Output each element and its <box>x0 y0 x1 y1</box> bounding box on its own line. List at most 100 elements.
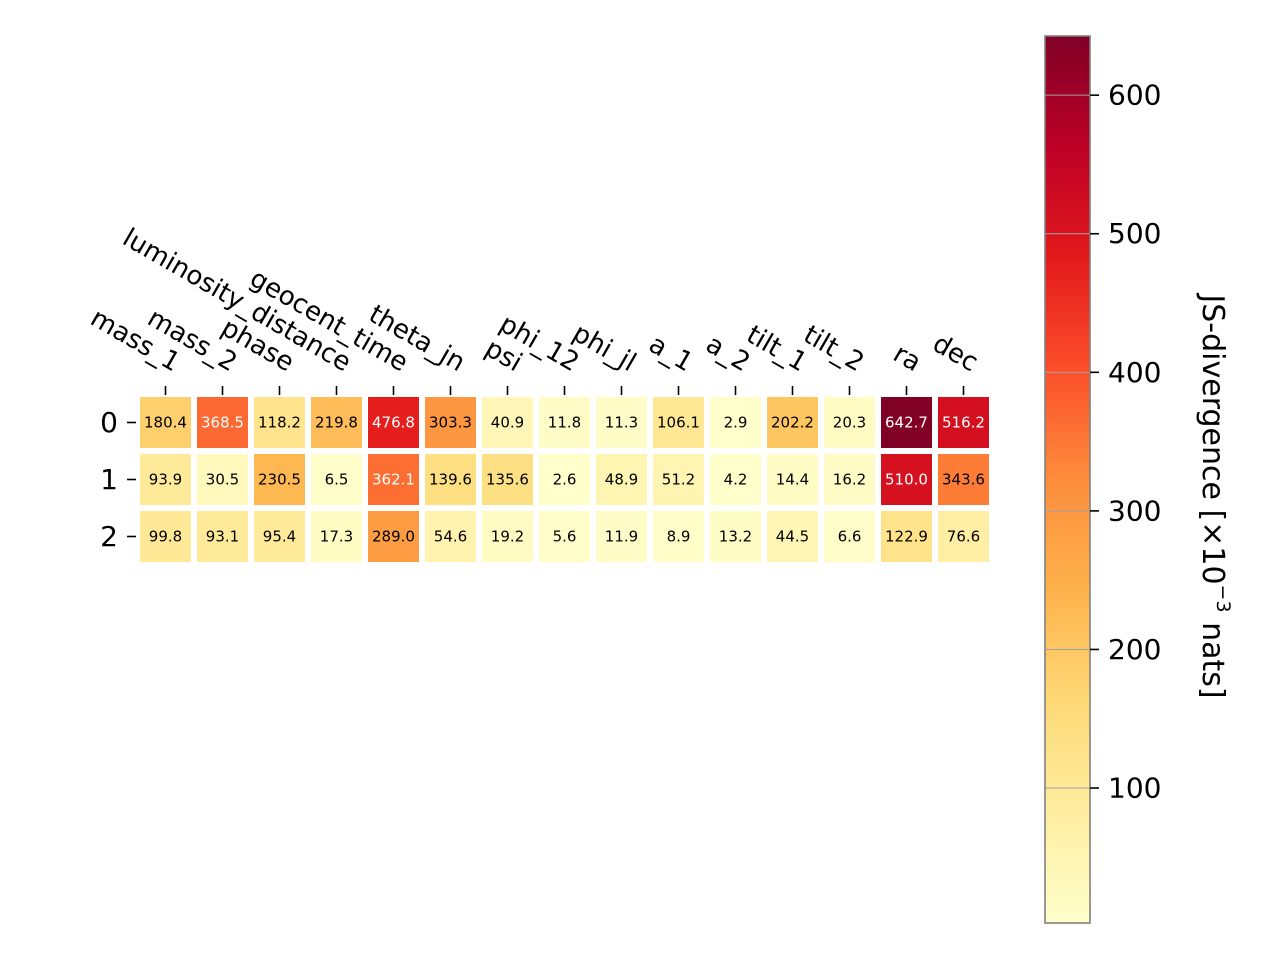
cell-value-label: 54.6 <box>434 528 467 546</box>
cell-value-label: 642.7 <box>885 414 928 432</box>
heatmap-cell <box>824 397 875 448</box>
column-label: a_1 <box>644 329 698 378</box>
cell-value-label: 476.8 <box>372 414 415 432</box>
cell-value-label: 11.8 <box>548 414 581 432</box>
heatmap-cell <box>311 454 362 505</box>
heatmap-cell <box>596 397 647 448</box>
heatmap-cell <box>938 397 989 448</box>
heatmap-cell <box>824 511 875 562</box>
cell-value-label: 93.1 <box>206 528 239 546</box>
colorbar-label-suffix: nats] <box>1196 613 1231 699</box>
heatmap-cell <box>140 454 191 505</box>
heatmap-cell <box>368 454 419 505</box>
cell-value-label: 4.2 <box>724 471 748 489</box>
heatmap-cell <box>425 511 476 562</box>
row-label: 2 <box>100 520 118 553</box>
cell-value-label: 51.2 <box>662 471 695 489</box>
column-label: ra <box>888 339 926 378</box>
heatmap-cell <box>197 511 248 562</box>
colorbar-tick-label: 200 <box>1108 633 1161 666</box>
cell-value-label: 135.6 <box>486 471 529 489</box>
heatmap-cell <box>596 454 647 505</box>
heatmap-cell <box>140 397 191 448</box>
cell-value-label: 11.9 <box>605 528 638 546</box>
cell-value-label: 219.8 <box>315 414 358 432</box>
heatmap-cell <box>767 454 818 505</box>
cell-value-label: 5.6 <box>553 528 577 546</box>
cell-value-label: 230.5 <box>258 471 301 489</box>
cell-value-label: 20.3 <box>833 414 866 432</box>
cell-value-label: 14.4 <box>776 471 809 489</box>
cell-value-label: 19.2 <box>491 528 524 546</box>
cell-value-label: 11.3 <box>605 414 638 432</box>
cell-value-label: 40.9 <box>491 414 524 432</box>
heatmap-cell <box>881 397 932 448</box>
heatmap-cell <box>824 454 875 505</box>
cell-value-label: 122.9 <box>885 528 928 546</box>
cell-value-label: 30.5 <box>206 471 239 489</box>
cell-value-label: 13.2 <box>719 528 752 546</box>
heatmap-cell <box>368 511 419 562</box>
heatmap-cells: 180.4 368.5 118.2 219.8 476.8 303.3 40.9 11.8 11… <box>140 397 989 562</box>
heatmap-cell <box>653 397 704 448</box>
colorbar-tick-label: 400 <box>1108 356 1161 389</box>
heatmap-cell <box>539 454 590 505</box>
cell-value-label: 6.6 <box>838 528 862 546</box>
colorbar-tick-label: 600 <box>1108 79 1161 112</box>
cell-value-label: 289.0 <box>372 528 415 546</box>
cell-value-label: 44.5 <box>776 528 809 546</box>
cell-value-label: 2.9 <box>724 414 748 432</box>
colorbar-tick-label: 100 <box>1108 772 1161 805</box>
cell-value-label: 180.4 <box>144 414 187 432</box>
heatmap-cell <box>938 511 989 562</box>
column-label: phi_jl <box>567 318 641 378</box>
cell-value-label: 17.3 <box>320 528 353 546</box>
heatmap-cell <box>197 397 248 448</box>
colorbar-ticks: 100 200 300 400 500 600 <box>1045 79 1161 805</box>
heatmap-cell <box>425 397 476 448</box>
colorbar-label-exponent: −3 <box>1213 585 1235 613</box>
cell-value-label: 93.9 <box>149 471 182 489</box>
heatmap-cell <box>653 454 704 505</box>
cell-value-label: 76.6 <box>947 528 980 546</box>
cell-value-label: 202.2 <box>771 414 814 432</box>
heatmap-cell <box>653 511 704 562</box>
colorbar-label: JS-divergence [×10−3 nats] <box>1196 292 1235 698</box>
heatmap-cell <box>197 454 248 505</box>
cell-value-label: 516.2 <box>942 414 985 432</box>
heatmap-cell <box>254 511 305 562</box>
heatmap-cell <box>767 511 818 562</box>
heatmap-cell <box>140 511 191 562</box>
heatmap-cell <box>482 454 533 505</box>
heatmap-cell <box>710 511 761 562</box>
heatmap-cell <box>482 511 533 562</box>
heatmap-cell <box>710 454 761 505</box>
colorbar-gradient <box>1044 35 1091 924</box>
row-axis: 0 1 2 <box>100 406 136 553</box>
cell-value-label: 6.5 <box>325 471 349 489</box>
cell-value-label: 118.2 <box>258 414 301 432</box>
heatmap-cell <box>881 511 932 562</box>
heatmap-cell <box>539 511 590 562</box>
cell-value-label: 106.1 <box>657 414 700 432</box>
heatmap-cell <box>938 454 989 505</box>
heatmap-cell <box>539 397 590 448</box>
cell-value-label: 510.0 <box>885 471 928 489</box>
column-label: tilt_2 <box>798 320 869 378</box>
cell-value-label: 139.6 <box>429 471 472 489</box>
heatmap-cell <box>254 454 305 505</box>
cell-value-label: 48.9 <box>605 471 638 489</box>
column-label: dec <box>927 329 983 378</box>
cell-value-label: 8.9 <box>667 528 691 546</box>
row-label: 0 <box>100 406 118 439</box>
colorbar-tick-label: 500 <box>1108 217 1161 250</box>
cell-value-label: 2.6 <box>553 471 577 489</box>
heatmap-cell <box>425 454 476 505</box>
column-axis: mass_1mass_2phaseluminosity_distancegeoc… <box>85 223 983 395</box>
heatmap-cell <box>881 454 932 505</box>
cell-value-label: 16.2 <box>833 471 866 489</box>
heatmap-cell <box>254 397 305 448</box>
row-label: 1 <box>100 463 118 496</box>
column-label: tilt_1 <box>741 320 812 378</box>
